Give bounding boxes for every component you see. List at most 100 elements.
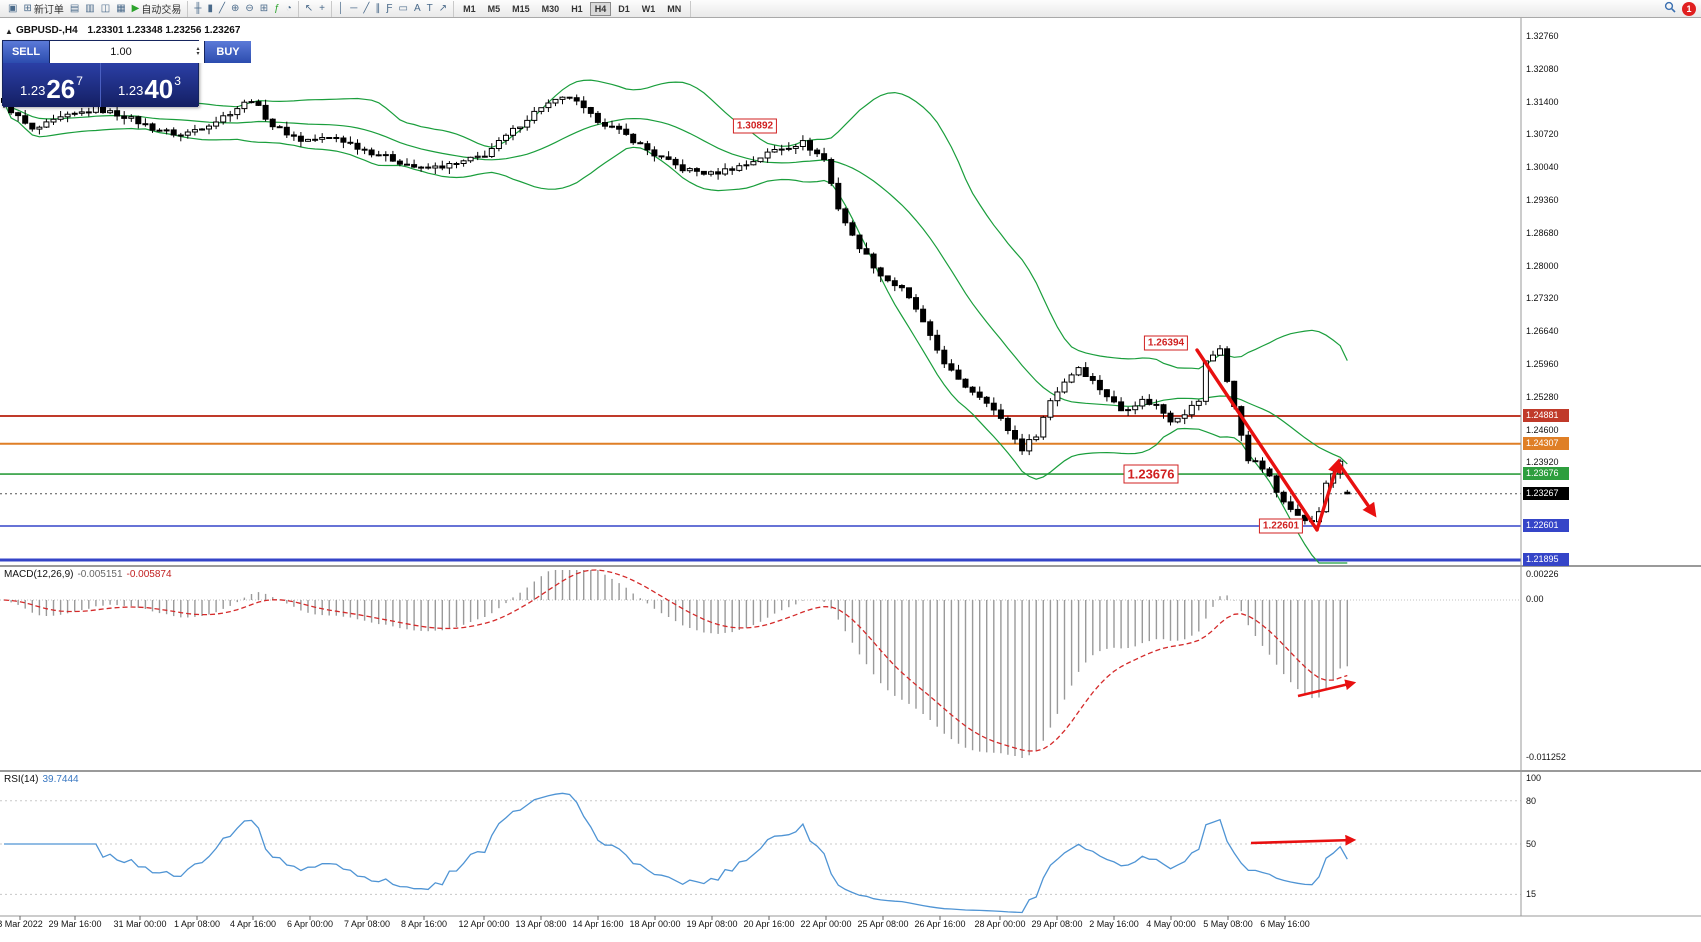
text-icon: A <box>413 2 421 14</box>
timeframe-h4-button[interactable]: H4 <box>589 1 612 16</box>
fibonacci-button[interactable]: Ƒ <box>383 1 395 17</box>
periods-button[interactable]: ◔ <box>283 1 295 17</box>
autotrading-button-label: 自动交易 <box>141 5 182 16</box>
navigator-button[interactable]: ◫ <box>98 1 113 17</box>
arrow-tool-button[interactable]: ↗ <box>436 1 450 17</box>
label-icon: T <box>426 2 433 14</box>
spinner-up-icon[interactable]: ▴ <box>196 46 200 52</box>
timeframe-m5-button[interactable]: M5 <box>483 2 506 16</box>
new-chart-button[interactable]: ▣ <box>5 1 20 17</box>
vertical-line-button[interactable]: │ <box>335 1 347 17</box>
autotrading-button[interactable]: ▶ 自动交易 <box>129 1 185 17</box>
price-flag[interactable]: 1.26394 <box>1143 335 1189 351</box>
annotation-arrows-layer[interactable] <box>1195 348 1377 846</box>
sell-price-sup: 7 <box>76 74 83 88</box>
macd-value-signal: -0.005874 <box>126 569 172 580</box>
cursor-button[interactable]: ↖ <box>302 1 316 17</box>
line-chart-icon: ╱ <box>218 2 225 14</box>
volume-spinner[interactable]: ▴ ▾ <box>192 46 204 57</box>
toolbar-group: ↖ + <box>299 0 333 17</box>
channel-icon: ∥ <box>375 2 381 14</box>
bar-chart-button[interactable]: ╫ <box>191 1 204 17</box>
trend-arrow <box>1315 458 1342 532</box>
pane-separators <box>0 18 1701 920</box>
rsi-name: RSI(14) <box>4 774 39 785</box>
macd-arrow <box>1297 679 1357 698</box>
macd-layer <box>0 569 1521 758</box>
indicators-button[interactable]: ƒ <box>271 1 283 17</box>
text-button[interactable]: A <box>411 1 424 17</box>
label-button[interactable]: T <box>424 1 436 17</box>
shapes-button[interactable]: ▭ <box>396 1 411 17</box>
buy-price[interactable]: 1.23 40 3 <box>101 63 198 107</box>
buy-price-sup: 3 <box>174 74 181 88</box>
zoom-in-icon: ⊕ <box>231 2 240 14</box>
new-order-button[interactable]: ⊞ 新订单 <box>20 1 66 17</box>
price-flag[interactable]: 1.23676 <box>1123 464 1179 484</box>
timeframe-d1-button[interactable]: D1 <box>613 2 635 16</box>
timeframe-mn-button[interactable]: MN <box>662 2 686 16</box>
notification-badge[interactable]: 1 <box>1682 1 1696 16</box>
line-chart-button[interactable]: ╱ <box>216 1 228 17</box>
terminal-icon: ▦ <box>116 2 126 14</box>
navigator-icon: ◫ <box>100 2 111 14</box>
toolbar-group: ╫ ▮ ╱ ⊕ ⊖ ⊞ ƒ ◔ <box>188 0 299 17</box>
timeframe-m1-button[interactable]: M1 <box>458 2 481 16</box>
channel-button[interactable]: ∥ <box>372 1 383 17</box>
crosshair-button[interactable]: + <box>316 1 328 17</box>
shapes-icon: ▭ <box>398 2 408 14</box>
periods-icon: ◔ <box>285 2 292 14</box>
zoom-out-button[interactable]: ⊖ <box>242 1 256 17</box>
sell-button[interactable]: SELL <box>3 41 49 63</box>
bar-chart-icon: ╫ <box>194 2 202 14</box>
horizontal-line-button[interactable]: ─ <box>347 1 360 17</box>
autotrading-icon: ▶ <box>131 2 140 14</box>
spinner-down-icon[interactable]: ▾ <box>196 51 200 57</box>
main-toolbar: ▣ ⊞ 新订单 ▤ ▥ ◫ ▦ ▶ 自动交易 ╫ ▮ ╱ ⊕ ⊖ ⊞ ƒ ◔ ↖ + │ ─ ╱ ∥ Ƒ ▭ A T ↗ M1 M5 M15… <box>0 0 1701 18</box>
volume-field: ▴▾ <box>49 41 205 63</box>
candles-layer <box>1 94 1351 525</box>
tile-windows-button[interactable]: ⊞ <box>257 1 271 17</box>
toolbar-group: ▣ ⊞ 新订单 ▤ ▥ ◫ ▦ ▶ 自动交易 <box>2 0 189 17</box>
buy-price-prefix: 1.23 <box>118 83 144 98</box>
terminal-button[interactable]: ▦ <box>113 1 128 17</box>
trendline-button[interactable]: ╱ <box>360 1 372 17</box>
sell-price[interactable]: 1.23 26 7 <box>3 63 100 107</box>
level-lines-layer <box>0 415 1521 562</box>
buy-price-main: 40 <box>144 73 174 104</box>
crosshair-icon: + <box>319 2 326 14</box>
trendline-icon: ╱ <box>363 2 370 14</box>
timeframe-m15-button[interactable]: M15 <box>507 2 535 16</box>
search-icon[interactable] <box>1664 1 1676 16</box>
trend-arrow <box>1195 348 1319 532</box>
market-watch-button[interactable]: ▤ <box>67 1 82 17</box>
toolbar-group: │ ─ ╱ ∥ Ƒ ▭ A T ↗ <box>332 0 455 17</box>
sell-price-main: 26 <box>46 73 76 104</box>
timeframe-group: M1 M5 M15 M30 H1 H4 D1 W1 MN <box>454 0 692 17</box>
data-window-button[interactable]: ▥ <box>82 1 97 17</box>
arrow-tool-icon: ↗ <box>438 2 448 14</box>
timeframe-m30-button[interactable]: M30 <box>537 2 565 16</box>
chart-ohlc-title: GBPUSD-,H4 1.23301 1.23348 1.23256 1.232… <box>16 25 240 36</box>
timeframe-w1-button[interactable]: W1 <box>637 2 661 16</box>
price-flag[interactable]: 1.30892 <box>732 118 778 134</box>
zoom-in-button[interactable]: ⊕ <box>228 1 242 17</box>
horizontal-line-icon: ─ <box>350 2 358 14</box>
price-flag[interactable]: 1.22601 <box>1258 518 1304 534</box>
trend-arrow <box>1336 460 1377 518</box>
cursor-icon: ↖ <box>304 2 314 14</box>
symbol-period-label: GBPUSD-,H4 <box>16 25 78 36</box>
oneclick-collapse-icon[interactable]: ▲ <box>5 27 13 36</box>
timeframe-h1-button[interactable]: H1 <box>566 2 588 16</box>
macd-name: MACD(12,26,9) <box>4 569 74 580</box>
new-order-button-label: 新订单 <box>33 5 64 16</box>
price-divider <box>100 63 101 107</box>
candlestick-chart-button[interactable]: ▮ <box>204 1 216 17</box>
zoom-out-icon: ⊖ <box>245 2 254 14</box>
bollinger-bands-layer <box>3 79 1348 564</box>
volume-input[interactable] <box>50 46 192 58</box>
buy-button[interactable]: BUY <box>205 41 251 63</box>
